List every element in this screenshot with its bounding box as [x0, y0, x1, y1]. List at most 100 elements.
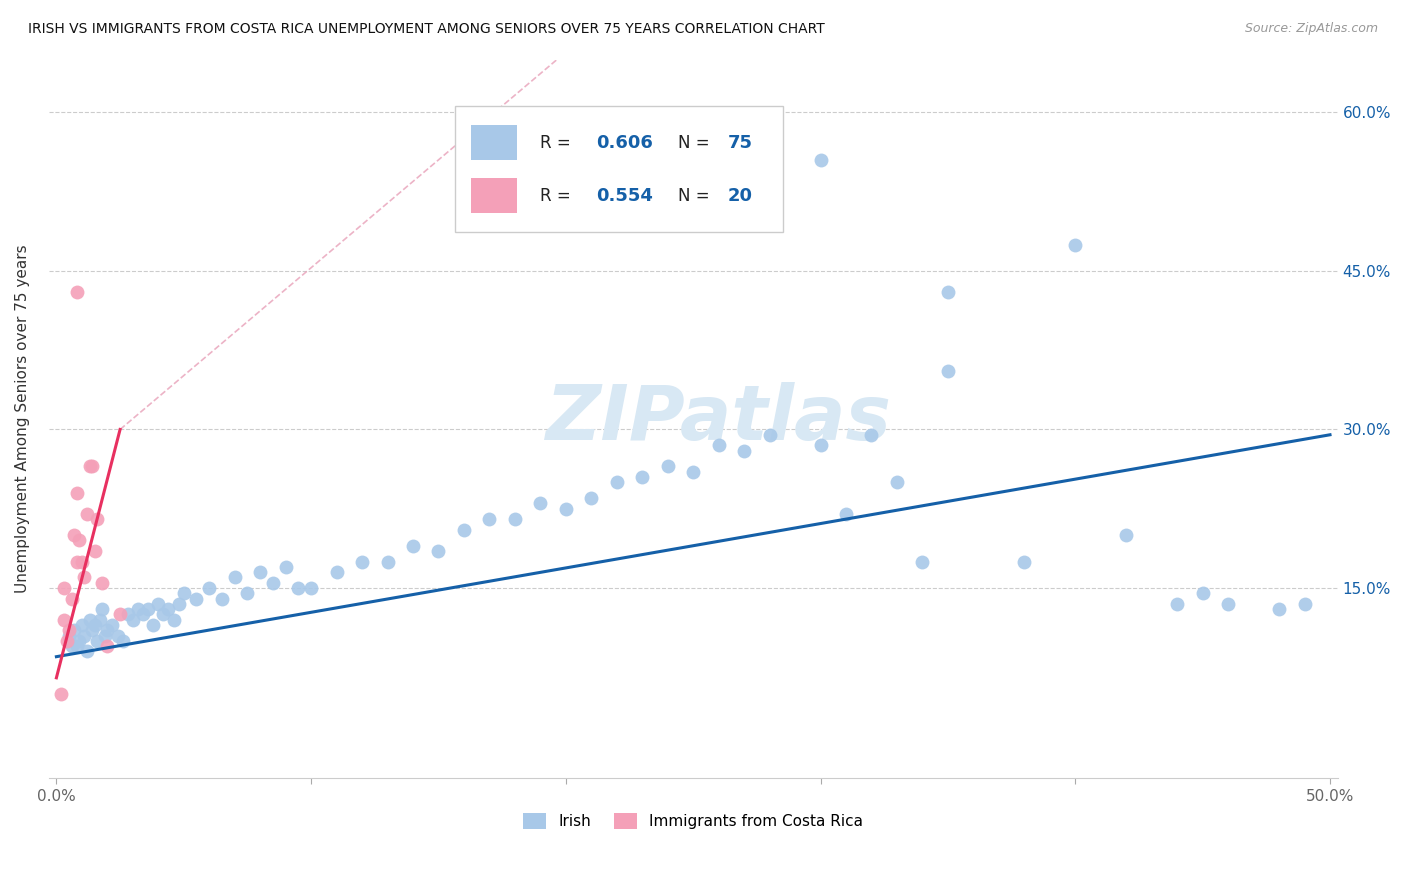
- Point: [80, 624, 103, 638]
- Point: [70, 618, 93, 632]
- Point: [911, 555, 934, 569]
- Point: [402, 539, 425, 553]
- Point: [707, 438, 730, 452]
- Point: [66, 486, 89, 500]
- Point: [606, 475, 628, 490]
- Point: [66, 555, 89, 569]
- Point: [198, 581, 221, 595]
- Point: [886, 475, 908, 490]
- Text: ZIPatlas: ZIPatlas: [546, 382, 891, 456]
- Point: [1216, 597, 1239, 611]
- Point: [53, 613, 76, 627]
- Point: [835, 507, 858, 521]
- Point: [427, 544, 450, 558]
- Point: [66, 285, 89, 299]
- Point: [1115, 528, 1137, 542]
- Point: [758, 427, 780, 442]
- Legend: Irish, Immigrants from Costa Rica: Irish, Immigrants from Costa Rica: [517, 807, 869, 835]
- Point: [352, 555, 374, 569]
- Point: [733, 443, 755, 458]
- Point: [83, 544, 105, 558]
- Point: [211, 591, 233, 606]
- Point: [91, 602, 114, 616]
- Point: [111, 633, 134, 648]
- Point: [107, 629, 129, 643]
- Point: [79, 613, 101, 627]
- Point: [67, 533, 90, 548]
- Point: [1294, 597, 1316, 611]
- Point: [224, 570, 246, 584]
- Point: [554, 501, 576, 516]
- Point: [96, 639, 118, 653]
- Point: [478, 512, 501, 526]
- Point: [682, 465, 704, 479]
- Point: [79, 459, 101, 474]
- Point: [121, 613, 143, 627]
- Point: [73, 570, 96, 584]
- Point: [936, 285, 959, 299]
- Point: [631, 470, 654, 484]
- Text: Source: ZipAtlas.com: Source: ZipAtlas.com: [1244, 22, 1378, 36]
- Point: [657, 459, 679, 474]
- Point: [1014, 555, 1036, 569]
- Point: [108, 607, 131, 622]
- Point: [274, 559, 297, 574]
- Point: [142, 618, 165, 632]
- Point: [70, 555, 93, 569]
- Point: [810, 438, 832, 452]
- Point: [1166, 597, 1188, 611]
- Point: [157, 602, 180, 616]
- Point: [55, 633, 77, 648]
- Point: [1191, 586, 1213, 600]
- Point: [51, 687, 73, 701]
- Point: [503, 512, 526, 526]
- Point: [236, 586, 259, 600]
- Point: [162, 613, 184, 627]
- Point: [167, 597, 190, 611]
- Point: [66, 639, 89, 653]
- Point: [287, 581, 309, 595]
- Point: [60, 639, 83, 653]
- Point: [86, 512, 108, 526]
- Point: [96, 624, 118, 638]
- Point: [60, 591, 83, 606]
- Point: [63, 528, 86, 542]
- Point: [127, 602, 149, 616]
- Point: [89, 613, 111, 627]
- Point: [1064, 237, 1087, 252]
- Point: [76, 507, 98, 521]
- Point: [63, 624, 86, 638]
- Point: [101, 618, 124, 632]
- Point: [186, 591, 208, 606]
- Point: [58, 629, 80, 643]
- Point: [94, 629, 117, 643]
- Point: [67, 633, 90, 648]
- Point: [86, 633, 108, 648]
- Point: [377, 555, 399, 569]
- Point: [91, 575, 114, 590]
- Point: [299, 581, 322, 595]
- Point: [83, 618, 105, 632]
- Point: [581, 491, 603, 505]
- Point: [53, 581, 76, 595]
- Point: [860, 427, 883, 442]
- Point: [810, 153, 832, 167]
- Point: [529, 496, 551, 510]
- Point: [152, 607, 174, 622]
- Text: IRISH VS IMMIGRANTS FROM COSTA RICA UNEMPLOYMENT AMONG SENIORS OVER 75 YEARS COR: IRISH VS IMMIGRANTS FROM COSTA RICA UNEM…: [28, 22, 825, 37]
- Point: [936, 364, 959, 378]
- Point: [148, 597, 170, 611]
- Point: [117, 607, 139, 622]
- Point: [173, 586, 195, 600]
- Y-axis label: Unemployment Among Seniors over 75 years: Unemployment Among Seniors over 75 years: [15, 244, 30, 593]
- Point: [325, 565, 347, 579]
- Point: [76, 644, 98, 658]
- Point: [249, 565, 271, 579]
- Point: [453, 523, 475, 537]
- Point: [262, 575, 284, 590]
- Point: [73, 629, 96, 643]
- Point: [58, 624, 80, 638]
- Point: [1268, 602, 1291, 616]
- Point: [80, 459, 103, 474]
- Point: [132, 607, 155, 622]
